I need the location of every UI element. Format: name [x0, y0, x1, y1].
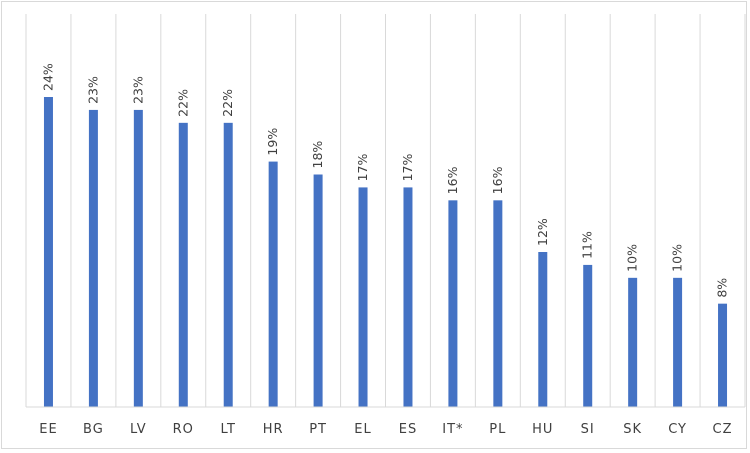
value-label: 19% [265, 128, 280, 156]
value-label: 10% [670, 244, 685, 272]
value-labels: 24% 23% 23% 22% 22% 19% 18% 17% 17% 16% 16% 12% 11% 1… [40, 63, 729, 298]
category-label: ES [399, 422, 417, 437]
category-label: LT [221, 422, 236, 437]
category-label: BG [83, 422, 104, 437]
bar-pt [313, 174, 323, 407]
value-label: 23% [130, 76, 145, 104]
bar-lv [133, 109, 143, 408]
bar-hr [268, 161, 278, 407]
value-label: 8% [715, 278, 730, 298]
bar-ro [178, 122, 188, 407]
category-label: CY [668, 422, 687, 437]
bar-it [448, 200, 458, 407]
category-label: RO [173, 422, 194, 437]
gridlines [25, 14, 746, 407]
bar-cz [718, 303, 728, 407]
value-label: 16% [490, 166, 505, 194]
value-label: 10% [625, 244, 640, 272]
category-label: PT [309, 422, 327, 437]
bar-lt [223, 122, 233, 407]
bar-si [583, 264, 593, 407]
category-label: CZ [713, 422, 733, 437]
category-label: SK [623, 422, 642, 437]
category-label: EE [39, 422, 57, 437]
category-label: HR [263, 422, 284, 437]
category-label: PL [489, 422, 506, 437]
category-label: LV [130, 422, 147, 437]
category-labels: EE BG LV RO LT HR PT EL ES IT* PL HU SI SK CY CZ [39, 422, 733, 437]
category-label: IT* [442, 422, 463, 437]
bar-cy [673, 277, 683, 407]
bar-es [403, 187, 413, 407]
bars [43, 97, 728, 408]
value-label: 24% [40, 63, 55, 91]
value-label: 17% [400, 154, 415, 182]
value-label: 11% [580, 231, 595, 259]
category-label: EL [354, 422, 371, 437]
value-label: 22% [175, 89, 190, 117]
value-label: 17% [355, 154, 370, 182]
bar-ee [43, 97, 53, 407]
bar-pl [493, 200, 503, 407]
value-label: 18% [310, 141, 325, 169]
value-label: 23% [85, 76, 100, 104]
category-label: SI [581, 422, 595, 437]
category-label: HU [532, 422, 553, 437]
bar-bg [88, 109, 98, 408]
bar-hu [538, 252, 548, 407]
value-label: 16% [445, 166, 460, 194]
value-label: 22% [220, 89, 235, 117]
bar-el [358, 187, 368, 407]
bar-sk [628, 277, 638, 407]
value-label: 12% [535, 218, 550, 246]
